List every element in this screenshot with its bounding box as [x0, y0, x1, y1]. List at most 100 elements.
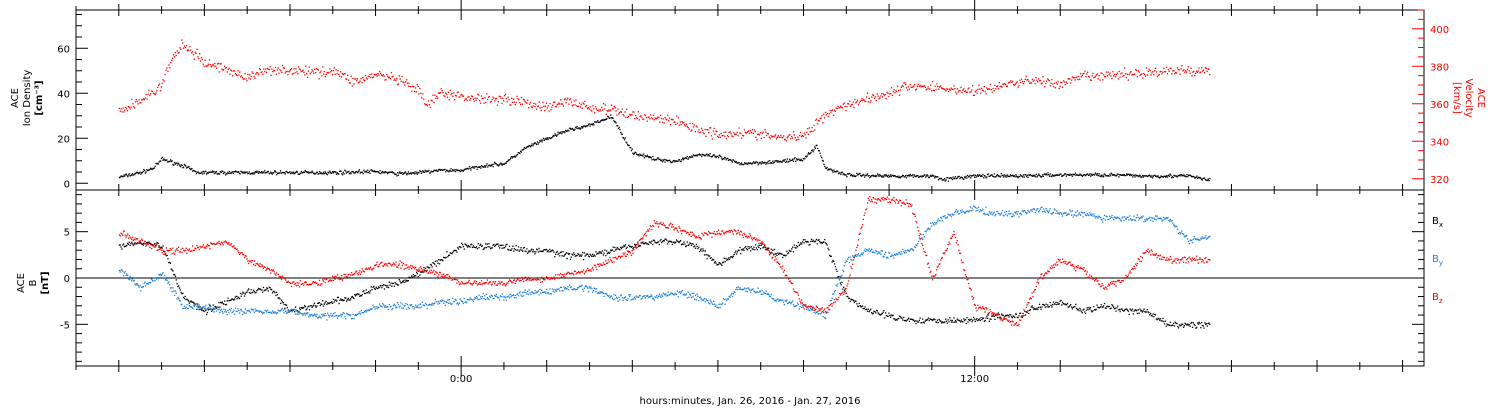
density-series-point	[1096, 173, 1099, 175]
bx-series-point	[1017, 316, 1019, 319]
bx-series-point	[557, 253, 559, 256]
density-series-point	[1119, 174, 1122, 176]
by-series-point	[480, 298, 483, 300]
density-series-point	[367, 171, 370, 174]
velocity-series-point	[410, 86, 412, 88]
by-series-point	[169, 287, 172, 289]
density-series-point	[120, 175, 122, 177]
bx-series-point	[748, 248, 750, 250]
velocity-series-point	[469, 99, 471, 101]
bx-series-point	[287, 309, 289, 311]
velocity-series-point	[561, 103, 564, 105]
velocity-series-point	[1194, 74, 1196, 77]
density-series-point	[263, 172, 265, 174]
bx-series-point	[1116, 307, 1118, 309]
density-series-point	[1199, 176, 1201, 179]
density-series-point	[337, 173, 339, 175]
bx-series-point	[1173, 322, 1175, 324]
density-series-point	[136, 172, 138, 174]
bx-series-point	[619, 249, 621, 251]
velocity-series-point	[830, 111, 832, 113]
velocity-series-point	[657, 116, 659, 118]
density-series-point	[418, 172, 420, 174]
velocity-series-point	[752, 132, 754, 134]
velocity-series-point	[918, 85, 920, 87]
density-series-point	[147, 169, 149, 171]
density-series-point	[330, 172, 332, 174]
by-series-point	[237, 308, 239, 310]
velocity-series-point	[293, 68, 295, 70]
by-series-point	[223, 308, 225, 310]
velocity-series-point	[958, 89, 960, 92]
density-series-point	[559, 132, 561, 134]
density-series-point	[403, 172, 405, 175]
by-series-point	[254, 308, 256, 310]
bx-series-point	[339, 299, 341, 301]
bx-series-point	[501, 247, 503, 249]
density-series-point	[570, 128, 572, 130]
density-series-point	[1126, 174, 1128, 176]
by-series-point	[599, 291, 601, 293]
bx-series-point	[159, 246, 161, 248]
density-series-point	[256, 170, 258, 172]
bx-series-point	[1117, 309, 1120, 311]
bx-series-point	[398, 279, 400, 281]
density-series-point	[163, 159, 166, 161]
density-series-point	[1164, 175, 1166, 177]
velocity-series-point	[348, 82, 351, 84]
bx-series-point	[692, 243, 694, 245]
velocity-series-point	[856, 101, 858, 103]
velocity-series-point	[1065, 81, 1067, 83]
bx-series-point	[715, 262, 717, 264]
velocity-series-point	[474, 97, 476, 99]
density-series-point	[980, 175, 983, 177]
by-series-point	[388, 303, 390, 306]
density-series-point	[436, 170, 438, 172]
velocity-series-point	[190, 49, 192, 51]
bx-series-point	[337, 296, 339, 298]
density-series-point	[495, 163, 497, 165]
bx-series-point	[243, 292, 245, 294]
bx-series-point	[250, 289, 252, 291]
velocity-series-point	[300, 70, 302, 73]
bx-series-point	[842, 288, 844, 290]
velocity-series-point	[893, 89, 895, 91]
density-series-point	[328, 170, 331, 172]
bx-series-point	[1020, 316, 1023, 318]
by-series-point	[415, 306, 418, 308]
bx-series-point	[281, 301, 283, 303]
bx-series-point	[299, 308, 302, 311]
by-series-point	[499, 299, 501, 301]
bx-series-point	[582, 251, 584, 254]
velocity-series-point	[489, 101, 491, 103]
bx-series-point	[926, 318, 929, 321]
density-series-point	[159, 160, 161, 162]
by-series-point	[697, 295, 699, 297]
bx-series-point	[580, 255, 582, 257]
by-series-point	[869, 251, 871, 253]
velocity-series-point	[928, 88, 930, 90]
by-series-point	[789, 301, 791, 303]
by-series-point	[295, 310, 297, 312]
velocity-series-point	[947, 88, 949, 90]
velocity-series-point	[745, 132, 747, 134]
by-series-point	[650, 294, 652, 296]
velocity-series-point	[855, 102, 857, 104]
by-series-point	[810, 305, 813, 308]
density-series-point	[811, 150, 813, 152]
by-series-point	[447, 299, 449, 301]
velocity-series-point	[919, 85, 921, 88]
by-series-point	[354, 315, 356, 317]
density-series-point	[274, 170, 276, 172]
bx-series-point	[1156, 319, 1158, 321]
velocity-series-point	[553, 101, 555, 103]
bx-series-point	[737, 249, 739, 251]
density-series-point	[291, 171, 293, 173]
density-series-point	[193, 170, 195, 172]
velocity-series-point	[228, 67, 230, 70]
velocity-series-point	[265, 68, 267, 70]
by-series-point	[767, 292, 769, 294]
bx-series-point	[764, 246, 767, 248]
by-series-point	[606, 293, 608, 295]
velocity-series-point	[145, 93, 147, 96]
